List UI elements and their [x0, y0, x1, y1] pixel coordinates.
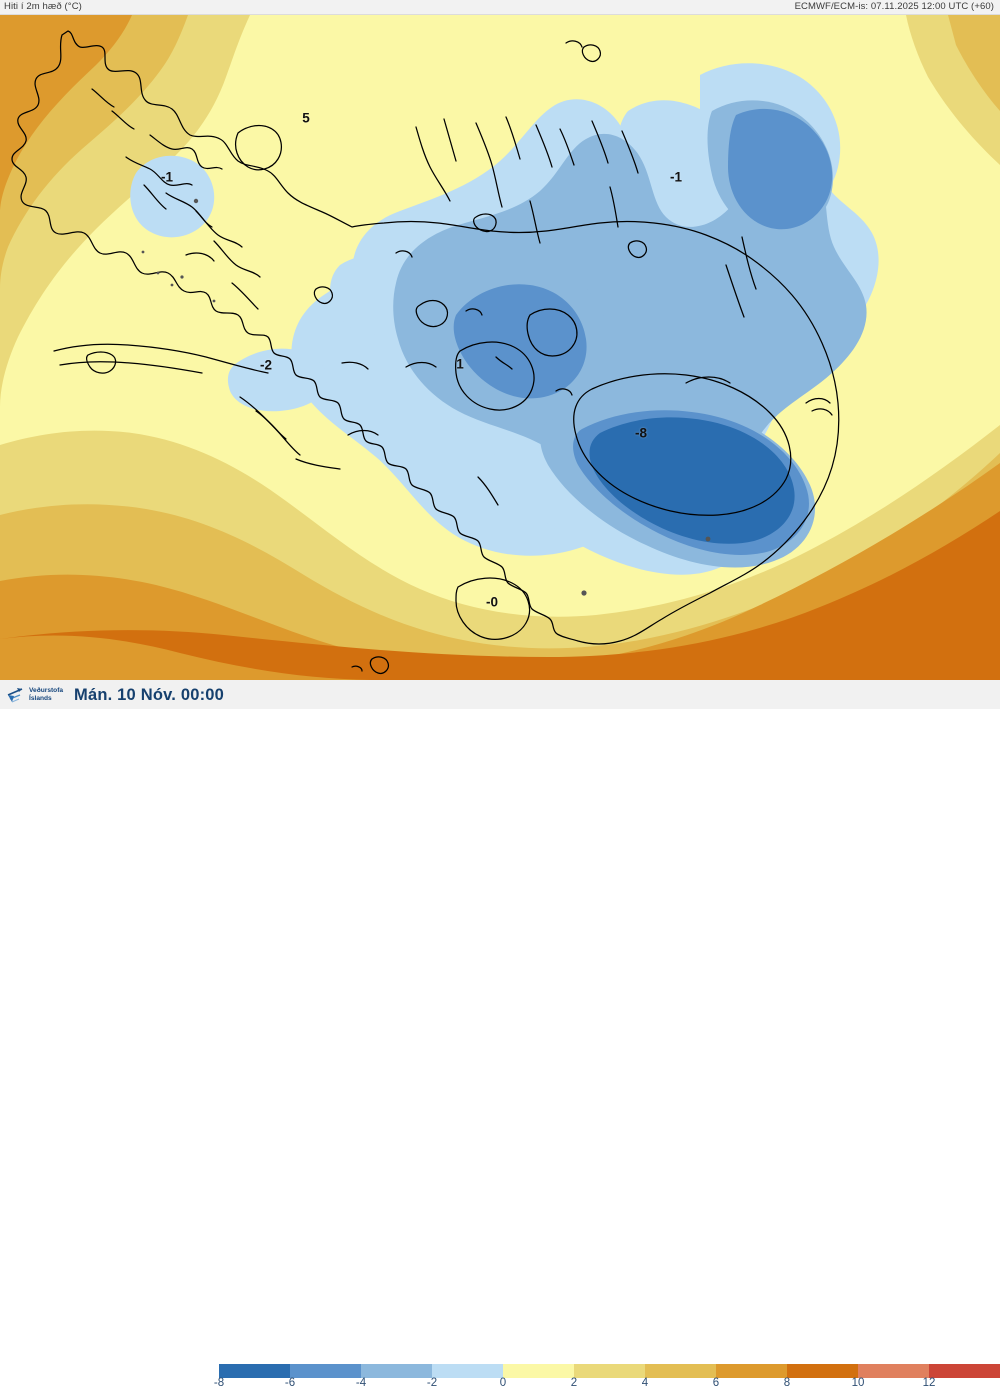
colorbar-band[interactable]	[290, 1364, 361, 1378]
fill-band-4-6-ne	[948, 15, 1000, 111]
colorbar-tick: 2	[570, 1377, 578, 1389]
footer-bar: Veðurstofa Íslands Mán. 10 Nóv. 00:00 -8…	[0, 680, 1000, 1389]
colorbar-tick: 10	[851, 1377, 865, 1389]
colorbar-band[interactable]	[219, 1364, 290, 1378]
colorbar-tick: 4	[641, 1377, 649, 1389]
iceland-coastline	[11, 30, 840, 675]
colorbar-tick: -6	[284, 1377, 296, 1389]
fill-band-8-10	[0, 511, 1000, 680]
fill-band-6-8-s	[0, 463, 1000, 680]
colorbar-band[interactable]	[432, 1364, 503, 1378]
colorbar-band[interactable]	[716, 1364, 787, 1378]
colorbar-band[interactable]	[929, 1364, 1000, 1378]
vedurstofa-logo[interactable]: Veðurstofa Íslands	[6, 684, 68, 706]
valid-time-label: Mán. 10 Nóv. 00:00	[74, 685, 225, 704]
logo-text-block: Veðurstofa Íslands	[29, 687, 63, 702]
model-run-label: ECMWF/ECM-is: 07.11.2025 12:00 UTC (+60)	[794, 1, 994, 12]
fill-band-6-8	[0, 15, 132, 213]
map-header-bar: Hiti í 2m hæð (°C) ECMWF/ECM-is: 07.11.2…	[0, 0, 1000, 15]
colorbar-band[interactable]	[645, 1364, 716, 1378]
colorbar-band[interactable]	[361, 1364, 432, 1378]
colorbar-tick-labels: -8 -6 -4 -2 0 2 4 6 8 10 12	[214, 1377, 1000, 1389]
colorbar-tick: -8	[213, 1377, 225, 1389]
colorbar-band[interactable]	[574, 1364, 645, 1378]
map-title-label: Hiti í 2m hæð (°C)	[4, 1, 82, 12]
temperature-contour-map	[0, 15, 1000, 680]
map-point-markers	[141, 198, 711, 596]
logo-line-2: Íslands	[29, 695, 52, 702]
temperature-colorbar[interactable]	[219, 1364, 1000, 1378]
colorbar-tick: 12	[922, 1377, 936, 1389]
colorbar-band[interactable]	[503, 1364, 574, 1378]
fill-band-m2-0-w	[227, 348, 327, 412]
fill-band-m6-m4-c	[453, 284, 587, 399]
colorbar-band[interactable]	[787, 1364, 858, 1378]
colorbar-tick: 0	[499, 1377, 507, 1389]
fill-band-m8-m6	[589, 417, 795, 544]
wind-barb-icon	[7, 688, 23, 703]
fill-band-m6-m4-ne	[728, 108, 833, 230]
colorbar-band[interactable]	[858, 1364, 929, 1378]
colorbar-tick: -2	[426, 1377, 438, 1389]
logo-line-1: Veðurstofa	[29, 687, 64, 695]
fill-band-m4-m2	[393, 133, 867, 522]
colorbar-tick: 8	[783, 1377, 791, 1389]
colorbar-tick: 6	[712, 1377, 720, 1389]
colorbar-tick: -4	[355, 1377, 367, 1389]
weather-map[interactable]: -1 5 -1 -2 1 -8 -0	[0, 15, 1000, 680]
